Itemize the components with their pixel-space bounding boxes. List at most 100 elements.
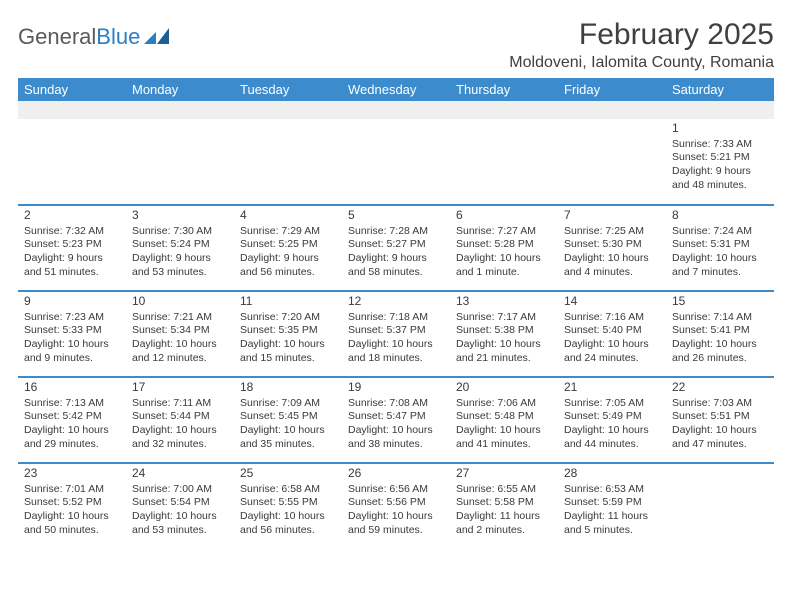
sunrise-text: Sunrise: 7:21 AM <box>132 311 228 325</box>
daylight-line-1: Daylight: 10 hours <box>240 338 336 352</box>
sunset-text: Sunset: 5:33 PM <box>24 324 120 338</box>
daylight-line-2: and 15 minutes. <box>240 352 336 366</box>
day-number: 2 <box>24 208 120 224</box>
calendar-day-cell: 6Sunrise: 7:27 AMSunset: 5:28 PMDaylight… <box>450 205 558 291</box>
daylight-line-2: and 50 minutes. <box>24 524 120 538</box>
daylight-line-2: and 32 minutes. <box>132 438 228 452</box>
daylight-line-2: and 53 minutes. <box>132 266 228 280</box>
sunset-text: Sunset: 5:51 PM <box>672 410 768 424</box>
calendar-day-cell <box>450 119 558 205</box>
calendar-day-cell: 1Sunrise: 7:33 AMSunset: 5:21 PMDaylight… <box>666 119 774 205</box>
sunrise-text: Sunrise: 7:14 AM <box>672 311 768 325</box>
daylight-line-2: and 56 minutes. <box>240 266 336 280</box>
calendar-day-cell: 4Sunrise: 7:29 AMSunset: 5:25 PMDaylight… <box>234 205 342 291</box>
location: Moldoveni, Ialomita County, Romania <box>509 54 774 72</box>
calendar-day-cell <box>558 119 666 205</box>
day-number: 22 <box>672 380 768 396</box>
sunrise-text: Sunrise: 6:56 AM <box>348 483 444 497</box>
sunset-text: Sunset: 5:56 PM <box>348 496 444 510</box>
calendar-week-row: 1Sunrise: 7:33 AMSunset: 5:21 PMDaylight… <box>18 119 774 205</box>
daylight-line-1: Daylight: 10 hours <box>132 424 228 438</box>
sunrise-text: Sunrise: 7:00 AM <box>132 483 228 497</box>
sunrise-text: Sunrise: 7:17 AM <box>456 311 552 325</box>
calendar-body: 1Sunrise: 7:33 AMSunset: 5:21 PMDaylight… <box>18 101 774 549</box>
daylight-line-2: and 24 minutes. <box>564 352 660 366</box>
sunset-text: Sunset: 5:49 PM <box>564 410 660 424</box>
daylight-line-1: Daylight: 10 hours <box>456 252 552 266</box>
daylight-line-1: Daylight: 9 hours <box>240 252 336 266</box>
sunrise-text: Sunrise: 6:53 AM <box>564 483 660 497</box>
daylight-line-2: and 2 minutes. <box>456 524 552 538</box>
logo-text-1: General <box>18 24 96 50</box>
day-number: 13 <box>456 294 552 310</box>
daylight-line-2: and 21 minutes. <box>456 352 552 366</box>
daylight-line-2: and 1 minute. <box>456 266 552 280</box>
day-number: 27 <box>456 466 552 482</box>
calendar-day-cell: 7Sunrise: 7:25 AMSunset: 5:30 PMDaylight… <box>558 205 666 291</box>
calendar-day-cell <box>666 463 774 549</box>
daylight-line-2: and 26 minutes. <box>672 352 768 366</box>
sunrise-text: Sunrise: 7:16 AM <box>564 311 660 325</box>
daylight-line-2: and 12 minutes. <box>132 352 228 366</box>
day-number: 18 <box>240 380 336 396</box>
col-friday: Friday <box>558 78 666 101</box>
day-number: 21 <box>564 380 660 396</box>
sunset-text: Sunset: 5:58 PM <box>456 496 552 510</box>
daylight-line-2: and 48 minutes. <box>672 179 768 193</box>
title-block: February 2025 Moldoveni, Ialomita County… <box>509 18 774 72</box>
sunrise-text: Sunrise: 7:13 AM <box>24 397 120 411</box>
calendar-day-cell: 21Sunrise: 7:05 AMSunset: 5:49 PMDayligh… <box>558 377 666 463</box>
daylight-line-2: and 58 minutes. <box>348 266 444 280</box>
calendar-day-cell: 11Sunrise: 7:20 AMSunset: 5:35 PMDayligh… <box>234 291 342 377</box>
calendar-day-cell: 2Sunrise: 7:32 AMSunset: 5:23 PMDaylight… <box>18 205 126 291</box>
calendar-day-cell: 24Sunrise: 7:00 AMSunset: 5:54 PMDayligh… <box>126 463 234 549</box>
daylight-line-1: Daylight: 11 hours <box>456 510 552 524</box>
day-number: 4 <box>240 208 336 224</box>
calendar-day-cell: 27Sunrise: 6:55 AMSunset: 5:58 PMDayligh… <box>450 463 558 549</box>
daylight-line-2: and 44 minutes. <box>564 438 660 452</box>
sunrise-text: Sunrise: 7:29 AM <box>240 225 336 239</box>
day-number: 12 <box>348 294 444 310</box>
daylight-line-2: and 59 minutes. <box>348 524 444 538</box>
calendar-day-cell: 20Sunrise: 7:06 AMSunset: 5:48 PMDayligh… <box>450 377 558 463</box>
calendar-blank-row <box>18 101 774 119</box>
daylight-line-1: Daylight: 11 hours <box>564 510 660 524</box>
day-number: 24 <box>132 466 228 482</box>
daylight-line-1: Daylight: 10 hours <box>240 510 336 524</box>
day-number: 3 <box>132 208 228 224</box>
daylight-line-1: Daylight: 10 hours <box>564 338 660 352</box>
daylight-line-1: Daylight: 10 hours <box>348 510 444 524</box>
daylight-line-2: and 47 minutes. <box>672 438 768 452</box>
sunset-text: Sunset: 5:34 PM <box>132 324 228 338</box>
sunrise-text: Sunrise: 7:32 AM <box>24 225 120 239</box>
daylight-line-1: Daylight: 10 hours <box>24 338 120 352</box>
daylight-line-1: Daylight: 10 hours <box>564 424 660 438</box>
sunrise-text: Sunrise: 7:06 AM <box>456 397 552 411</box>
sunrise-text: Sunrise: 7:03 AM <box>672 397 768 411</box>
blank-cell <box>342 101 450 119</box>
daylight-line-1: Daylight: 9 hours <box>132 252 228 266</box>
calendar-header-row: Sunday Monday Tuesday Wednesday Thursday… <box>18 78 774 101</box>
sunrise-text: Sunrise: 7:30 AM <box>132 225 228 239</box>
calendar-day-cell <box>234 119 342 205</box>
col-wednesday: Wednesday <box>342 78 450 101</box>
calendar-day-cell <box>126 119 234 205</box>
calendar-day-cell: 8Sunrise: 7:24 AMSunset: 5:31 PMDaylight… <box>666 205 774 291</box>
calendar-day-cell: 17Sunrise: 7:11 AMSunset: 5:44 PMDayligh… <box>126 377 234 463</box>
col-monday: Monday <box>126 78 234 101</box>
calendar-week-row: 9Sunrise: 7:23 AMSunset: 5:33 PMDaylight… <box>18 291 774 377</box>
day-number: 17 <box>132 380 228 396</box>
sunset-text: Sunset: 5:28 PM <box>456 238 552 252</box>
day-number: 25 <box>240 466 336 482</box>
calendar-day-cell <box>342 119 450 205</box>
day-number: 7 <box>564 208 660 224</box>
calendar-day-cell <box>18 119 126 205</box>
daylight-line-2: and 35 minutes. <box>240 438 336 452</box>
daylight-line-2: and 18 minutes. <box>348 352 444 366</box>
sunset-text: Sunset: 5:41 PM <box>672 324 768 338</box>
blank-cell <box>126 101 234 119</box>
sunset-text: Sunset: 5:25 PM <box>240 238 336 252</box>
daylight-line-2: and 7 minutes. <box>672 266 768 280</box>
daylight-line-2: and 38 minutes. <box>348 438 444 452</box>
sunset-text: Sunset: 5:52 PM <box>24 496 120 510</box>
